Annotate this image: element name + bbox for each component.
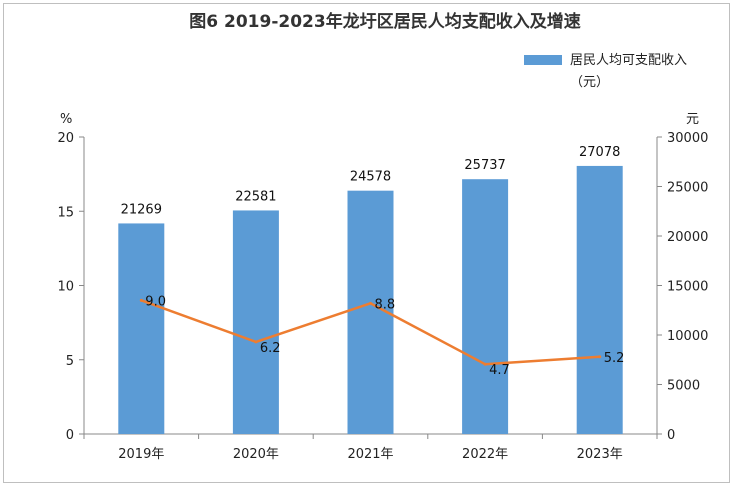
left-tick-label: 10: [57, 280, 74, 295]
bar-value-label: 21269: [121, 202, 162, 217]
line-point: [139, 298, 143, 302]
left-tick-label: 5: [66, 354, 74, 369]
right-tick-label: 0: [667, 428, 675, 443]
bar: [576, 165, 623, 434]
bar-value-label: 25737: [464, 158, 505, 173]
left-tick-label: 20: [57, 131, 74, 146]
line-point: [254, 340, 258, 344]
line-point: [369, 301, 372, 305]
right-tick-label: 10000: [667, 329, 708, 344]
x-tick-label: 2022年: [462, 447, 508, 462]
bar: [232, 210, 279, 434]
chart-title: 图6 2019-2023年龙圩区居民人均支配收入及增速: [189, 11, 580, 32]
line-value-label: 8.8: [375, 297, 396, 312]
line-point: [483, 362, 487, 366]
left-axis-unit: %: [60, 112, 72, 127]
x-tick-label: 2021年: [347, 447, 393, 462]
right-tick-label: 5000: [667, 379, 700, 394]
legend-label-unit: （元）: [570, 75, 609, 90]
right-axis-unit: 元: [686, 112, 699, 127]
x-tick-label: 2019年: [118, 447, 164, 462]
legend-label: 居民人均可支配收入: [570, 53, 687, 68]
bar-value-label: 24578: [350, 170, 391, 185]
x-tick-label: 2020年: [233, 447, 279, 462]
right-tick-label: 20000: [667, 230, 708, 245]
line-value-label: 4.7: [489, 363, 510, 378]
plot-area: 0 5 10 15 20 0 5000 10000 15000 20000 25000 30000 20…: [57, 131, 708, 462]
line-value-label: 6.2: [260, 341, 281, 356]
right-tick-label: 30000: [667, 131, 708, 146]
left-tick-label: 15: [57, 205, 74, 220]
left-tick-label: 0: [66, 428, 74, 443]
bar-value-label: 22581: [235, 189, 276, 204]
bar: [462, 179, 509, 434]
bar-value-label: 27078: [579, 145, 620, 160]
line-value-label: 5.2: [604, 351, 625, 366]
right-tick-label: 15000: [667, 280, 708, 295]
x-tick-label: 2023年: [577, 447, 623, 462]
legend-swatch: [524, 55, 562, 65]
line-value-label: 9.0: [145, 294, 166, 309]
bar: [118, 223, 165, 434]
right-tick-label: 25000: [667, 181, 708, 196]
line-point: [598, 355, 602, 359]
